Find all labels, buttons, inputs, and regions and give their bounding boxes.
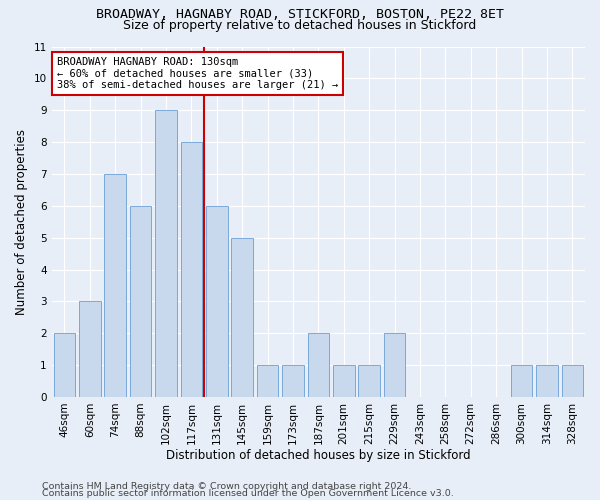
Bar (536, 365, 557, 397)
Text: Contains public sector information licensed under the Open Government Licence v3: Contains public sector information licen… (42, 490, 454, 498)
Bar (384, 333, 406, 397)
Text: BROADWAY HAGNABY ROAD: 130sqm
← 60% of detached houses are smaller (33)
38% of s: BROADWAY HAGNABY ROAD: 130sqm ← 60% of d… (57, 57, 338, 90)
Text: Contains HM Land Registry data © Crown copyright and database right 2024.: Contains HM Land Registry data © Crown c… (42, 482, 412, 491)
Bar (104, 174, 126, 397)
Bar (358, 365, 380, 397)
Bar (130, 206, 151, 397)
Bar (562, 365, 583, 397)
Text: Size of property relative to detached houses in Stickford: Size of property relative to detached ho… (124, 18, 476, 32)
Y-axis label: Number of detached properties: Number of detached properties (15, 128, 28, 314)
Bar (333, 365, 355, 397)
Bar (181, 142, 202, 397)
Bar (206, 206, 227, 397)
Bar (155, 110, 177, 397)
Bar (282, 365, 304, 397)
Bar (257, 365, 278, 397)
Bar (53, 333, 75, 397)
Bar (232, 238, 253, 397)
Bar (511, 365, 532, 397)
Bar (308, 333, 329, 397)
Text: BROADWAY, HAGNABY ROAD, STICKFORD, BOSTON, PE22 8ET: BROADWAY, HAGNABY ROAD, STICKFORD, BOSTO… (96, 8, 504, 20)
Bar (79, 302, 101, 397)
X-axis label: Distribution of detached houses by size in Stickford: Distribution of detached houses by size … (166, 450, 470, 462)
